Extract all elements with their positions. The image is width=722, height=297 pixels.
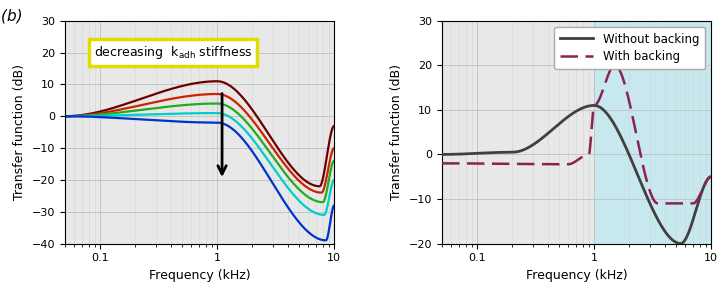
Without backing [648, 206, 656, 210]
With backing [556, 162, 565, 166]
X-axis label: Frequency (kHz): Frequency (kHz) [526, 269, 627, 282]
Line: Without backing: Without backing [442, 105, 711, 244]
Without backing [653, 216, 661, 220]
Without backing [465, 152, 474, 155]
Bar [594, 21, 713, 244]
Line: With backing: With backing [442, 65, 711, 203]
Text: (​b): (​b) [1, 9, 23, 24]
With backing [547, 162, 555, 166]
With backing [623, 91, 632, 94]
With backing [648, 195, 656, 199]
Without backing [438, 153, 446, 156]
With backing [707, 175, 716, 178]
Y-axis label: Transfer function (dB): Transfer function (dB) [390, 64, 403, 200]
With backing [653, 201, 661, 205]
Without backing [623, 148, 632, 152]
Without backing [556, 121, 565, 124]
Without backing [547, 129, 555, 133]
X-axis label: Frequency (kHz): Frequency (kHz) [149, 269, 251, 282]
With backing [610, 64, 619, 67]
Without backing [707, 175, 716, 178]
Without backing [590, 104, 599, 107]
Text: decreasing  $\mathregular{k_{adh}}$ stiffness: decreasing $\mathregular{k_{adh}}$ stiff… [94, 44, 253, 61]
Y-axis label: Transfer function (dB): Transfer function (dB) [13, 64, 26, 200]
Legend: Without backing, With backing: Without backing, With backing [554, 27, 705, 69]
With backing [438, 162, 446, 165]
With backing [465, 162, 474, 165]
Without backing [677, 242, 685, 245]
With backing [653, 202, 662, 205]
